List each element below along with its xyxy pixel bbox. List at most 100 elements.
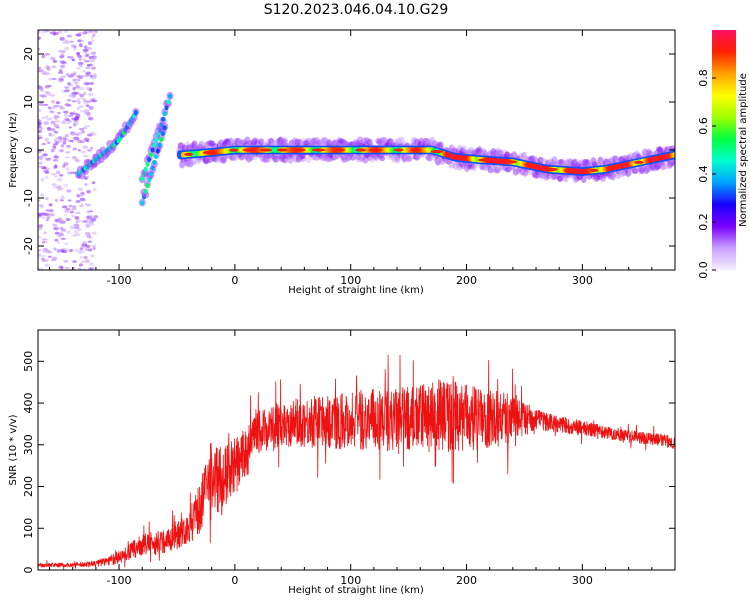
spectrogram-halo-cell	[209, 140, 216, 148]
spectrogram-halo-cell	[187, 159, 194, 168]
spectrogram-noise-cell	[41, 238, 48, 241]
spectrogram-halo-cell	[648, 164, 655, 170]
spectrogram-noise-cell	[52, 105, 59, 108]
spectrogram-halo-cell	[522, 169, 529, 177]
spectrogram-halo-cell	[272, 155, 279, 162]
spectrogram-halo-cell	[373, 154, 380, 161]
spectrogram-noise-cell	[68, 126, 72, 129]
spectrogram-halo-cell	[532, 156, 539, 163]
spectrogram-halo-cell	[387, 137, 394, 145]
spectrogram-halo-cell	[295, 154, 302, 163]
spectrogram-noise-cell	[38, 199, 41, 202]
spectrogram-halo-cell	[522, 168, 529, 174]
colorbar-tick-label: 0.4	[697, 165, 710, 183]
spectrogram-halo-cell	[319, 155, 326, 161]
spectrogram-noise-cell	[83, 74, 89, 78]
spectrogram-halo-cell	[497, 150, 504, 158]
spectrogram-halo-cell	[291, 137, 298, 146]
spectrogram-peak-cell	[355, 148, 367, 152]
spectrogram-noise-cell	[80, 191, 85, 196]
spectrogram-noise-cell	[38, 86, 44, 91]
spectrogram-noise-cell	[38, 165, 43, 168]
spectrogram-halo-cell	[434, 156, 441, 166]
spectrogram-noise-cell	[79, 197, 85, 202]
spectrogram-halo-cell	[350, 141, 357, 147]
spectrogram-noise-cell	[75, 200, 81, 203]
spectrogram-halo-cell	[277, 136, 284, 146]
spectrogram-halo-cell	[423, 137, 430, 146]
spectrogram-halo-cell	[437, 141, 444, 150]
spectrogram-halo-cell	[391, 155, 398, 163]
spectrogram-noise-cell	[89, 131, 95, 135]
spectrogram-halo-cell	[187, 160, 194, 166]
spectrogram-halo-cell	[202, 157, 209, 164]
spectrogram-halo-cell	[532, 169, 539, 179]
spectrogram-noise-cell	[85, 224, 91, 228]
spectrogram-noise-cell	[72, 260, 77, 263]
spectrogram-halo-cell	[370, 154, 377, 161]
spectrogram-halo-cell	[355, 156, 362, 163]
spectrogram-noise-cell	[82, 145, 89, 149]
spectrogram-noise-cell	[70, 112, 74, 116]
spectrogram-noise-cell	[64, 214, 68, 217]
spectrogram-halo-cell	[511, 151, 518, 158]
spectrogram-peak-cell	[259, 148, 272, 152]
spectrogram-halo-cell	[494, 167, 501, 174]
spectrogram-peak-cell	[633, 160, 644, 164]
spectrogram-halo-cell	[237, 139, 244, 147]
spectrogram-halo-cell	[520, 151, 527, 161]
spectrogram-halo-cell	[412, 154, 419, 160]
spectrogram-noise-cell	[77, 149, 81, 152]
spectrogram-noise-cell	[67, 55, 71, 59]
spectrogram-noise-cell	[70, 171, 76, 174]
spectrogram-halo-cell	[205, 140, 212, 150]
spectrogram-peak-cell	[311, 148, 326, 152]
snr-y-tick-label: 100	[22, 518, 35, 539]
spectrogram-noise-cell	[91, 39, 95, 42]
spectrogram-halo-cell	[548, 158, 555, 166]
snr-x-axis-label: Height of straight line (km)	[288, 585, 424, 596]
spectrogram-noise-cell	[44, 263, 50, 267]
spectrogram-noise-cell	[82, 91, 87, 96]
spectrogram-noise-cell	[58, 150, 63, 153]
spectrogram-halo-cell	[229, 154, 236, 161]
spectrogram-halo-cell	[287, 155, 294, 164]
spectrogram-halo-cell	[493, 166, 500, 174]
snr-series-line	[38, 354, 675, 570]
spectrogram-halo-cell	[633, 152, 640, 159]
spectrogram-halo-cell	[639, 166, 646, 175]
spectrogram-secondary-cell	[162, 111, 167, 117]
spectrogram-noise-cell	[47, 127, 52, 132]
spectrogram-noise-cell	[50, 111, 56, 114]
spectrogram-halo-cell	[238, 153, 245, 161]
spectrogram-secondary-cell	[166, 99, 171, 105]
spectrogram-peak-cell	[393, 148, 404, 152]
spectrogram-noise-cell	[73, 121, 80, 126]
spectrogram-noise-cell	[51, 183, 57, 187]
spectrogram-noise-cell	[88, 63, 94, 67]
spectrogram-noise-cell	[75, 219, 81, 223]
spectrogram-halo-cell	[571, 159, 578, 168]
spectrogram-halo-cell	[219, 157, 226, 164]
spectrogram-halo-cell	[611, 155, 618, 162]
spectrogram-noise-cell	[77, 187, 83, 190]
spectrogram-noise-cell	[93, 215, 99, 219]
snr-x-tick-label: 100	[340, 574, 361, 587]
spectrogram-halo-cell	[244, 136, 251, 145]
spectrogram-noise-cell	[59, 174, 64, 177]
spectrogram-noise-cell	[76, 194, 81, 198]
spectrogram-halo-cell	[179, 142, 186, 149]
spectrogram-halo-cell	[479, 163, 486, 170]
spectrogram-noise-cell	[41, 94, 47, 98]
spectrogram-halo-cell	[654, 163, 661, 170]
spectrogram-noise-cell	[64, 89, 70, 93]
spectrogram-y-tick-label: 0	[22, 147, 35, 154]
spectrogram-halo-cell	[375, 137, 382, 145]
spectrogram-y-axis-label: Frequency (Hz)	[8, 112, 19, 188]
spectrogram-noise-cell	[59, 227, 64, 230]
spectrogram-noise-cell	[69, 249, 73, 252]
spectrogram-x-tick-label: 0	[231, 274, 238, 287]
spectrogram-halo-cell	[594, 174, 601, 181]
spectrogram-halo-cell	[566, 159, 573, 167]
spectrogram-noise-cell	[69, 210, 74, 214]
